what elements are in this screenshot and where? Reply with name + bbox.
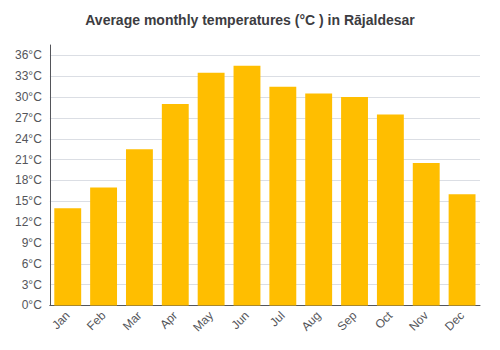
svg-text:30°C: 30°C (15, 90, 42, 104)
svg-text:Feb: Feb (84, 308, 109, 333)
svg-text:Apr: Apr (157, 309, 180, 332)
svg-text:15°C: 15°C (15, 194, 42, 208)
svg-text:Sep: Sep (334, 308, 359, 333)
svg-text:27°C: 27°C (15, 111, 42, 125)
svg-text:9°C: 9°C (22, 236, 42, 250)
svg-text:24°C: 24°C (15, 132, 42, 146)
svg-text:Oct: Oct (372, 308, 396, 332)
svg-text:3°C: 3°C (22, 278, 42, 292)
svg-text:6°C: 6°C (22, 257, 42, 271)
svg-text:May: May (190, 309, 216, 335)
svg-text:Jul: Jul (267, 309, 288, 330)
svg-text:36°C: 36°C (15, 48, 42, 62)
svg-text:Mar: Mar (120, 309, 145, 333)
svg-text:0°C: 0°C (22, 298, 42, 312)
svg-text:Nov: Nov (406, 309, 431, 334)
svg-text:21°C: 21°C (15, 153, 42, 167)
svg-text:Jun: Jun (228, 309, 252, 333)
svg-text:18°C: 18°C (15, 173, 42, 187)
svg-text:Jan: Jan (49, 309, 73, 333)
svg-text:Dec: Dec (442, 309, 467, 334)
svg-text:Aug: Aug (299, 309, 324, 334)
svg-text:Average monthly temperatures (: Average monthly temperatures (°C ) in Rā… (85, 12, 415, 28)
svg-text:33°C: 33°C (15, 69, 42, 83)
svg-text:12°C: 12°C (15, 215, 42, 229)
